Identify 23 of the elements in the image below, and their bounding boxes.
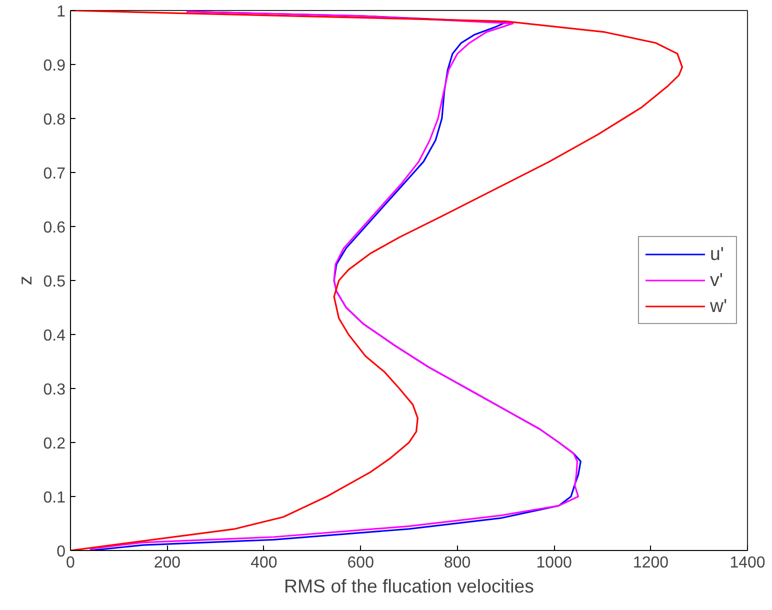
legend-label: w' [710, 295, 728, 317]
x-tick-label: 200 [154, 554, 181, 572]
x-tick-label: 1400 [730, 554, 766, 572]
y-tick-label: 0.3 [43, 382, 66, 398]
y-tick-label: 0.7 [43, 166, 66, 182]
legend-label: v' [710, 269, 724, 291]
x-axis-title: RMS of the flucation velocities [284, 576, 534, 596]
y-tick-label: 1 [56, 4, 66, 20]
x-tick-label: 1000 [536, 554, 572, 572]
y-tick-label: 0 [56, 544, 66, 560]
y-tick-label: 0.4 [43, 328, 66, 344]
y-tick-label: 0.5 [43, 274, 66, 290]
y-tick-label: 0.6 [43, 220, 66, 236]
y-tick-label: 0.1 [43, 490, 66, 506]
y-tick-label: 0.8 [43, 112, 66, 128]
y-axis-title: z [14, 276, 36, 286]
y-tick-label: 0.9 [43, 58, 66, 74]
legend-label: u' [710, 243, 725, 265]
y-tick-label: 0.2 [43, 436, 66, 452]
x-tick-label: 600 [347, 554, 374, 572]
x-tick-label: 1200 [632, 554, 669, 572]
x-tick-label: 400 [250, 554, 278, 572]
x-tick-label: 800 [444, 554, 471, 572]
